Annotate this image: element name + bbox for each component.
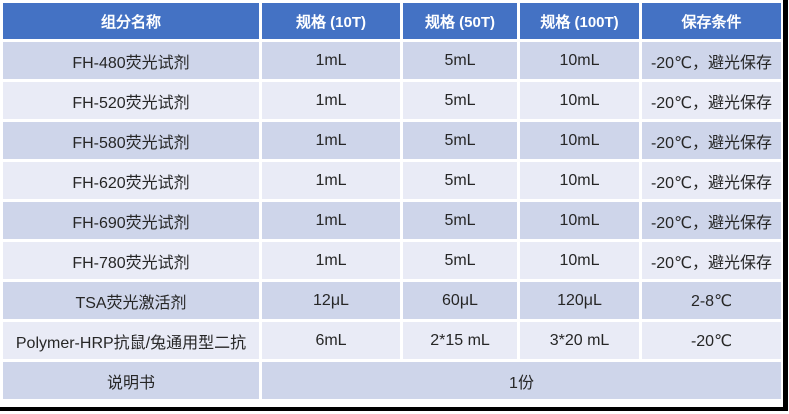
table-row-fh690: FH-690荧光试剂 1mL 5mL 10mL -20℃，避光保存 xyxy=(3,202,781,239)
component-name-cell: FH-690荧光试剂 xyxy=(3,202,259,239)
component-name-cell: 说明书 xyxy=(3,362,259,399)
table-row-fh780: FH-780荧光试剂 1mL 5mL 10mL -20℃，避光保存 xyxy=(3,242,781,279)
header-cell-spec-50t: 规格 (50T) xyxy=(403,3,517,39)
spec-50t-cell: 5mL xyxy=(403,242,517,279)
spec-10t-cell: 1mL xyxy=(262,42,400,79)
screenshot-edge-right xyxy=(783,0,788,411)
header-cell-storage: 保存条件 xyxy=(642,3,781,39)
storage-cell: -20℃，避光保存 xyxy=(642,202,781,239)
component-name-cell: TSA荧光激活剂 xyxy=(3,282,259,319)
reagent-components-table: 组分名称 规格 (10T) 规格 (50T) 规格 (100T) 保存条件 FH… xyxy=(3,3,781,399)
component-name-cell: FH-520荧光试剂 xyxy=(3,82,259,119)
spec-50t-cell: 5mL xyxy=(403,82,517,119)
table-row-fh520: FH-520荧光试剂 1mL 5mL 10mL -20℃，避光保存 xyxy=(3,82,781,119)
spec-100t-cell: 120μL xyxy=(520,282,639,319)
component-name-cell: FH-580荧光试剂 xyxy=(3,122,259,159)
table-row-fh580: FH-580荧光试剂 1mL 5mL 10mL -20℃，避光保存 xyxy=(3,122,781,159)
spec-100t-cell: 3*20 mL xyxy=(520,322,639,359)
spec-100t-cell: 10mL xyxy=(520,162,639,199)
table-row-fh620: FH-620荧光试剂 1mL 5mL 10mL -20℃，避光保存 xyxy=(3,162,781,199)
spec-10t-cell: 1mL xyxy=(262,202,400,239)
component-name-cell: FH-780荧光试剂 xyxy=(3,242,259,279)
spec-100t-cell: 10mL xyxy=(520,42,639,79)
spec-50t-cell: 2*15 mL xyxy=(403,322,517,359)
spec-10t-cell: 1mL xyxy=(262,82,400,119)
spec-100t-cell: 10mL xyxy=(520,242,639,279)
spec-10t-cell: 1mL xyxy=(262,122,400,159)
storage-cell: -20℃，避光保存 xyxy=(642,42,781,79)
spec-50t-cell: 5mL xyxy=(403,162,517,199)
table-row-polymer-hrp: Polymer-HRP抗鼠/兔通用型二抗 6mL 2*15 mL 3*20 mL… xyxy=(3,322,781,359)
table-header-row: 组分名称 规格 (10T) 规格 (50T) 规格 (100T) 保存条件 xyxy=(3,3,781,39)
storage-cell: -20℃ xyxy=(642,322,781,359)
storage-cell: 2-8℃ xyxy=(642,282,781,319)
spec-100t-cell: 10mL xyxy=(520,202,639,239)
spec-10t-cell: 6mL xyxy=(262,322,400,359)
spec-100t-cell: 10mL xyxy=(520,82,639,119)
spec-10t-cell: 1mL xyxy=(262,242,400,279)
table-row-fh480: FH-480荧光试剂 1mL 5mL 10mL -20℃，避光保存 xyxy=(3,42,781,79)
table-row-manual: 说明书 1份 xyxy=(3,362,781,399)
header-cell-spec-10t: 规格 (10T) xyxy=(262,3,400,39)
spec-50t-cell: 5mL xyxy=(403,42,517,79)
component-name-cell: FH-480荧光试剂 xyxy=(3,42,259,79)
spec-50t-cell: 5mL xyxy=(403,122,517,159)
spec-100t-cell: 10mL xyxy=(520,122,639,159)
screenshot-edge-bottom xyxy=(0,407,788,411)
merged-quantity-cell: 1份 xyxy=(262,362,781,399)
header-cell-spec-100t: 规格 (100T) xyxy=(520,3,639,39)
header-cell-component-name: 组分名称 xyxy=(3,3,259,39)
storage-cell: -20℃，避光保存 xyxy=(642,242,781,279)
table-row-tsa: TSA荧光激活剂 12μL 60μL 120μL 2-8℃ xyxy=(3,282,781,319)
spec-10t-cell: 12μL xyxy=(262,282,400,319)
component-name-cell: Polymer-HRP抗鼠/兔通用型二抗 xyxy=(3,322,259,359)
spec-10t-cell: 1mL xyxy=(262,162,400,199)
component-name-cell: FH-620荧光试剂 xyxy=(3,162,259,199)
spec-50t-cell: 60μL xyxy=(403,282,517,319)
spec-50t-cell: 5mL xyxy=(403,202,517,239)
storage-cell: -20℃，避光保存 xyxy=(642,162,781,199)
storage-cell: -20℃，避光保存 xyxy=(642,122,781,159)
storage-cell: -20℃，避光保存 xyxy=(642,82,781,119)
